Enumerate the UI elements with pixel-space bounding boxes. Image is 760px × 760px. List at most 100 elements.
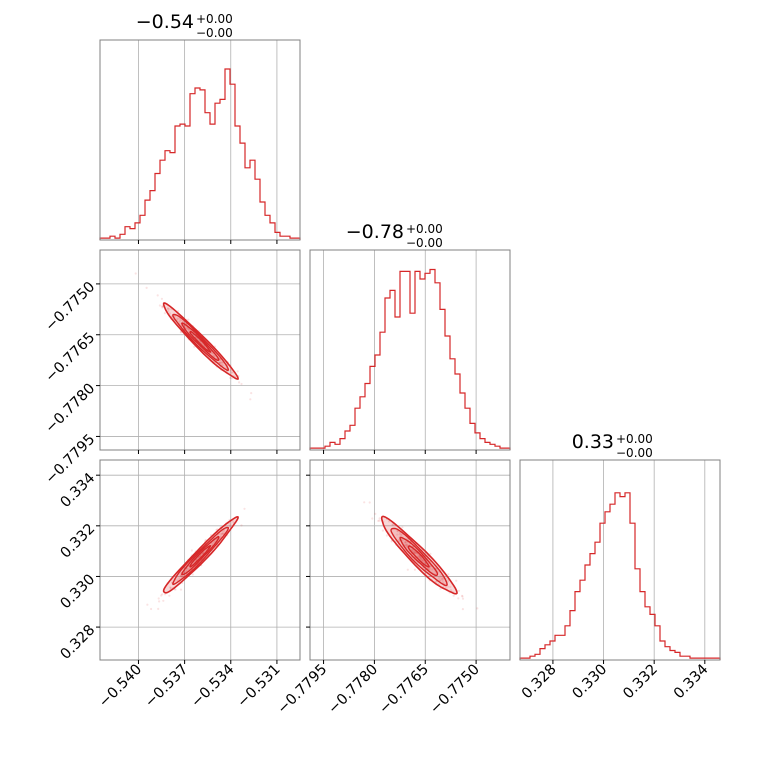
sample-point (415, 551, 418, 555)
sample-point (441, 579, 444, 582)
sample-point (378, 519, 381, 522)
sample-point (221, 363, 224, 366)
sample-point (396, 533, 399, 536)
sample-point (232, 520, 235, 524)
sample-point (438, 579, 441, 582)
sample-point (461, 597, 465, 600)
sample-point (168, 308, 171, 311)
sample-point (400, 534, 403, 537)
sample-point (219, 358, 222, 361)
panel-frame (99, 249, 301, 451)
panel-frame (309, 249, 511, 451)
histogram-1 (309, 268, 511, 450)
sample-point (457, 589, 461, 592)
sample-point (181, 320, 184, 323)
y-tick-label: −0.7765 (43, 330, 99, 386)
sample-point (169, 587, 172, 590)
sample-point (162, 599, 165, 602)
x-tick-label: −0.540 (96, 662, 145, 711)
param-title-0: −0.54 (136, 11, 194, 33)
contour-level-1 (390, 527, 448, 587)
sample-point (178, 320, 181, 323)
sample-point (177, 317, 180, 320)
sample-point (230, 377, 233, 380)
sample-point (236, 370, 239, 373)
sample-point (238, 381, 241, 384)
sample-point (406, 544, 409, 547)
sample-point (414, 551, 417, 555)
x-tick-label: −0.534 (188, 662, 237, 711)
sample-point (404, 543, 407, 546)
sample-point (392, 523, 395, 527)
sample-point (439, 587, 442, 590)
sample-point (431, 568, 434, 571)
sample-point (160, 594, 163, 597)
sample-point (177, 310, 180, 313)
sample-point (439, 574, 442, 577)
sample-point (145, 286, 148, 289)
sample-point (461, 595, 464, 598)
sample-point (178, 577, 181, 580)
contour-level-3 (189, 330, 212, 353)
sample-point (179, 319, 182, 322)
sample-point (221, 530, 225, 533)
sample-point (249, 398, 252, 401)
sample-point (158, 304, 161, 307)
sample-point (219, 361, 222, 364)
sample-point (198, 555, 201, 558)
y-tick-label: 0.332 (58, 521, 99, 562)
sample-point (418, 556, 421, 559)
contour-level-0 (380, 515, 458, 595)
sample-point (371, 517, 374, 520)
sample-point (229, 376, 232, 380)
sample-point (229, 369, 232, 372)
sample-point (385, 534, 388, 537)
histogram-2 (519, 492, 721, 660)
sample-point (220, 361, 223, 364)
sample-point (378, 517, 381, 520)
sample-point (211, 542, 214, 545)
contour-level-1 (172, 313, 229, 372)
sample-point (164, 593, 167, 596)
sample-point (222, 364, 225, 367)
param-title-sup-2: +0.00 (616, 432, 653, 446)
sample-point (442, 581, 445, 584)
sample-point (421, 559, 424, 562)
sample-point (377, 519, 380, 523)
sample-point (228, 524, 232, 527)
sample-point (396, 529, 399, 533)
sample-point (182, 320, 185, 324)
sample-point (188, 329, 191, 332)
sample-point (444, 586, 447, 589)
sample-point (398, 533, 401, 536)
sample-point (446, 585, 450, 588)
sample-point (134, 272, 137, 275)
param-title-sup-1: +0.00 (406, 222, 443, 236)
sample-point (150, 607, 153, 611)
sample-point (179, 574, 182, 578)
sample-point (146, 603, 149, 606)
x-tick-label: −0.7795 (275, 662, 331, 718)
sample-point (187, 318, 190, 321)
sample-point (418, 555, 421, 558)
y-tick-label: −0.7780 (43, 381, 99, 437)
sample-point (179, 331, 182, 334)
sample-point (440, 577, 443, 580)
sample-point (447, 573, 450, 576)
contour-level-3 (407, 545, 430, 568)
sample-point (191, 573, 194, 576)
sample-point (157, 597, 160, 600)
sample-point (174, 588, 177, 591)
sample-point (169, 586, 172, 589)
sample-point (240, 382, 243, 386)
sample-point (168, 594, 171, 597)
sample-point (476, 607, 479, 610)
sample-point (243, 507, 246, 510)
param-title-1: −0.78 (346, 221, 404, 243)
sample-point (228, 525, 231, 528)
sample-point (187, 328, 190, 331)
sample-point (403, 541, 407, 544)
panel-frame (99, 39, 301, 241)
sample-point (401, 526, 404, 529)
